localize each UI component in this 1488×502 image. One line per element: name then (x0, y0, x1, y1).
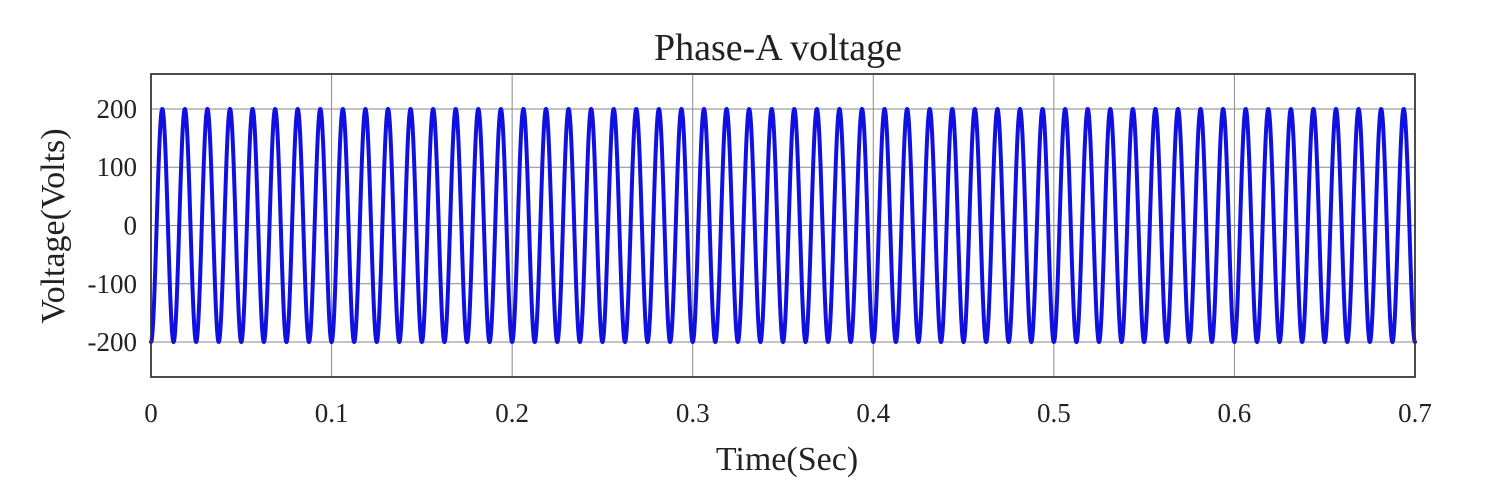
x-tick-label: 0.4 (856, 398, 890, 428)
x-tick-label: 0.1 (315, 398, 349, 428)
x-tick-label: 0.2 (495, 398, 529, 428)
x-tick-label: 0.3 (676, 398, 710, 428)
x-tick-label: 0.7 (1398, 398, 1432, 428)
series-group (149, 106, 1417, 345)
y-tick-label: -100 (88, 269, 138, 299)
x-tick-label: 0.5 (1037, 398, 1071, 428)
x-tick-label: 0 (144, 398, 158, 428)
y-axis-label: Voltage(Volts) (35, 128, 72, 323)
plot-frame-border (150, 73, 1416, 378)
phase-a-voltage-line (149, 106, 1417, 345)
y-tick-label: 0 (124, 211, 138, 241)
x-tick-label: 0.6 (1218, 398, 1252, 428)
y-tick-label: 100 (97, 152, 138, 182)
x-tick-labels: 0 0.1 0.2 0.3 0.4 0.5 0.6 0.7 (144, 398, 1432, 428)
chart-title: Phase-A voltage (654, 27, 902, 69)
y-tick-label: 200 (97, 94, 138, 124)
x-axis-label: Time(Sec) (716, 441, 858, 478)
y-tick-labels: 200 100 0 -100 -200 (88, 94, 138, 357)
y-tick-label: -200 (88, 327, 138, 357)
